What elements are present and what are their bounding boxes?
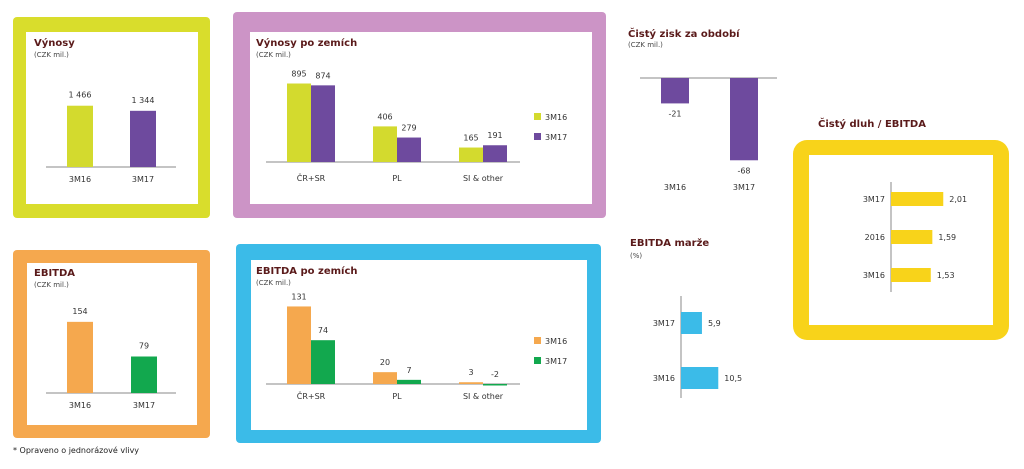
- vynosy-category-label: 3M17: [132, 175, 154, 184]
- vynosy-zeme-category-label: ČR+SR: [297, 172, 326, 183]
- ebitda-zeme-value-label: -2: [491, 370, 499, 379]
- marze-unit: (%): [630, 252, 643, 260]
- vynosy-value-label: 1 344: [132, 96, 155, 105]
- vynosy-title: Výnosy: [34, 38, 75, 49]
- vynosy-zeme-bar: [459, 147, 483, 162]
- ebitda-zeme-category-label: PL: [392, 392, 402, 401]
- vynosy-zeme-value-label: 279: [401, 124, 416, 133]
- marze-bar: [681, 367, 719, 389]
- dluh-category-label: 3M16: [863, 271, 885, 280]
- vynosy-zeme-legend-swatch: [534, 133, 541, 140]
- vynosy-zeme-bar: [311, 85, 335, 162]
- vynosy-zeme-value-label: 874: [315, 71, 330, 80]
- dluh-category-label: 3M17: [863, 195, 885, 204]
- zisk-value-label: -68: [737, 166, 750, 175]
- dluh-value-label: 2,01: [949, 195, 967, 204]
- vynosy-zeme-unit: (CZK mil.): [256, 51, 291, 59]
- vynosy-zeme-bar: [287, 83, 311, 162]
- vynosy-zeme-value-label: 895: [291, 70, 306, 79]
- zisk-bar: [730, 78, 758, 161]
- ebitda-zeme-legend-swatch: [534, 337, 541, 344]
- marze-value-label: 10,5: [724, 374, 742, 383]
- dluh-category-label: 2016: [865, 233, 885, 242]
- zisk-title: Čistý zisk za období: [628, 29, 740, 40]
- dluh-bar: [891, 268, 931, 282]
- vynosy-unit: (CZK mil.): [34, 51, 69, 59]
- ebitda-zeme-bar: [287, 306, 311, 384]
- vynosy-zeme-legend-label: 3M17: [545, 133, 567, 142]
- vynosy-zeme-legend-label: 3M16: [545, 113, 567, 122]
- ebitda-zeme-category-label: ČR+SR: [297, 390, 326, 401]
- ebitda-zeme-bar: [459, 382, 483, 384]
- ebitda-category-label: 3M16: [69, 401, 91, 410]
- vynosy-zeme-category-label: PL: [392, 174, 402, 183]
- vynosy-bar: [67, 105, 93, 167]
- ebitda-zeme-bar: [311, 340, 335, 384]
- vynosy-bar: [130, 110, 156, 167]
- marze-category-label: 3M17: [653, 319, 675, 328]
- vynosy-zeme-bar: [483, 145, 507, 162]
- ebitda-zeme-bar: [373, 372, 397, 384]
- dluh-value-label: 1,59: [938, 233, 956, 242]
- dluh-bar: [891, 230, 933, 244]
- vynosy-panel: [26, 32, 198, 204]
- vynosy-category-label: 3M16: [69, 175, 91, 184]
- marze-value-label: 5,9: [708, 319, 721, 328]
- zisk-value-label: -21: [668, 109, 681, 118]
- ebitda-zeme-bar: [397, 379, 421, 384]
- ebitda-zeme-legend-swatch: [534, 357, 541, 364]
- zisk-category-label: 3M16: [664, 183, 686, 192]
- vynosy-zeme-legend-swatch: [534, 113, 541, 120]
- marze-bar: [681, 312, 702, 334]
- marze-title: EBITDA marže: [630, 238, 710, 249]
- ebitda-category-label: 3M17: [133, 401, 155, 410]
- ebitda-value-label: 154: [72, 307, 87, 316]
- vynosy-zeme-bar: [373, 126, 397, 162]
- ebitda-bar: [131, 356, 157, 393]
- vynosy-zeme-bar: [397, 137, 421, 162]
- ebitda-zeme-legend-label: 3M16: [545, 337, 567, 346]
- ebitda-zeme-unit: (CZK mil.): [256, 279, 291, 287]
- vynosy-zeme-category-label: SI & other: [463, 174, 504, 183]
- vynosy-zeme-value-label: 165: [463, 134, 478, 143]
- ebitda-bar: [67, 321, 93, 393]
- ebitda-title: EBITDA: [34, 268, 76, 279]
- dluh-bar: [891, 192, 944, 206]
- vynosy-zeme-value-label: 191: [487, 131, 502, 140]
- dluh-value-label: 1,53: [937, 271, 955, 280]
- vynosy-zeme-title: Výnosy po zemích: [256, 38, 358, 49]
- ebitda-zeme-category-label: SI & other: [463, 392, 504, 401]
- zisk-unit: (CZK mil.): [628, 41, 663, 49]
- marze-category-label: 3M16: [653, 374, 675, 383]
- vynosy-value-label: 1 466: [69, 91, 92, 100]
- zisk-bar: [661, 78, 689, 104]
- ebitda-zeme-value-label: 74: [318, 326, 328, 335]
- ebitda-zeme-value-label: 131: [291, 292, 306, 301]
- ebitda-value-label: 79: [139, 342, 149, 351]
- ebitda-unit: (CZK mil.): [34, 281, 69, 289]
- ebitda-zeme-value-label: 20: [380, 358, 390, 367]
- vynosy-zeme-value-label: 406: [377, 112, 392, 121]
- ebitda-zeme-title: EBITDA po zemích: [256, 266, 358, 277]
- ebitda-zeme-legend-label: 3M17: [545, 357, 567, 366]
- footnote: * Opraveno o jednorázové vlivy: [13, 446, 140, 455]
- ebitda-panel: [27, 263, 197, 425]
- dluh-title: Čistý dluh / EBITDA: [818, 119, 926, 130]
- ebitda-zeme-bar: [483, 384, 507, 386]
- ebitda-zeme-value-label: 7: [406, 366, 411, 375]
- zisk-category-label: 3M17: [733, 183, 755, 192]
- ebitda-zeme-value-label: 3: [468, 368, 473, 377]
